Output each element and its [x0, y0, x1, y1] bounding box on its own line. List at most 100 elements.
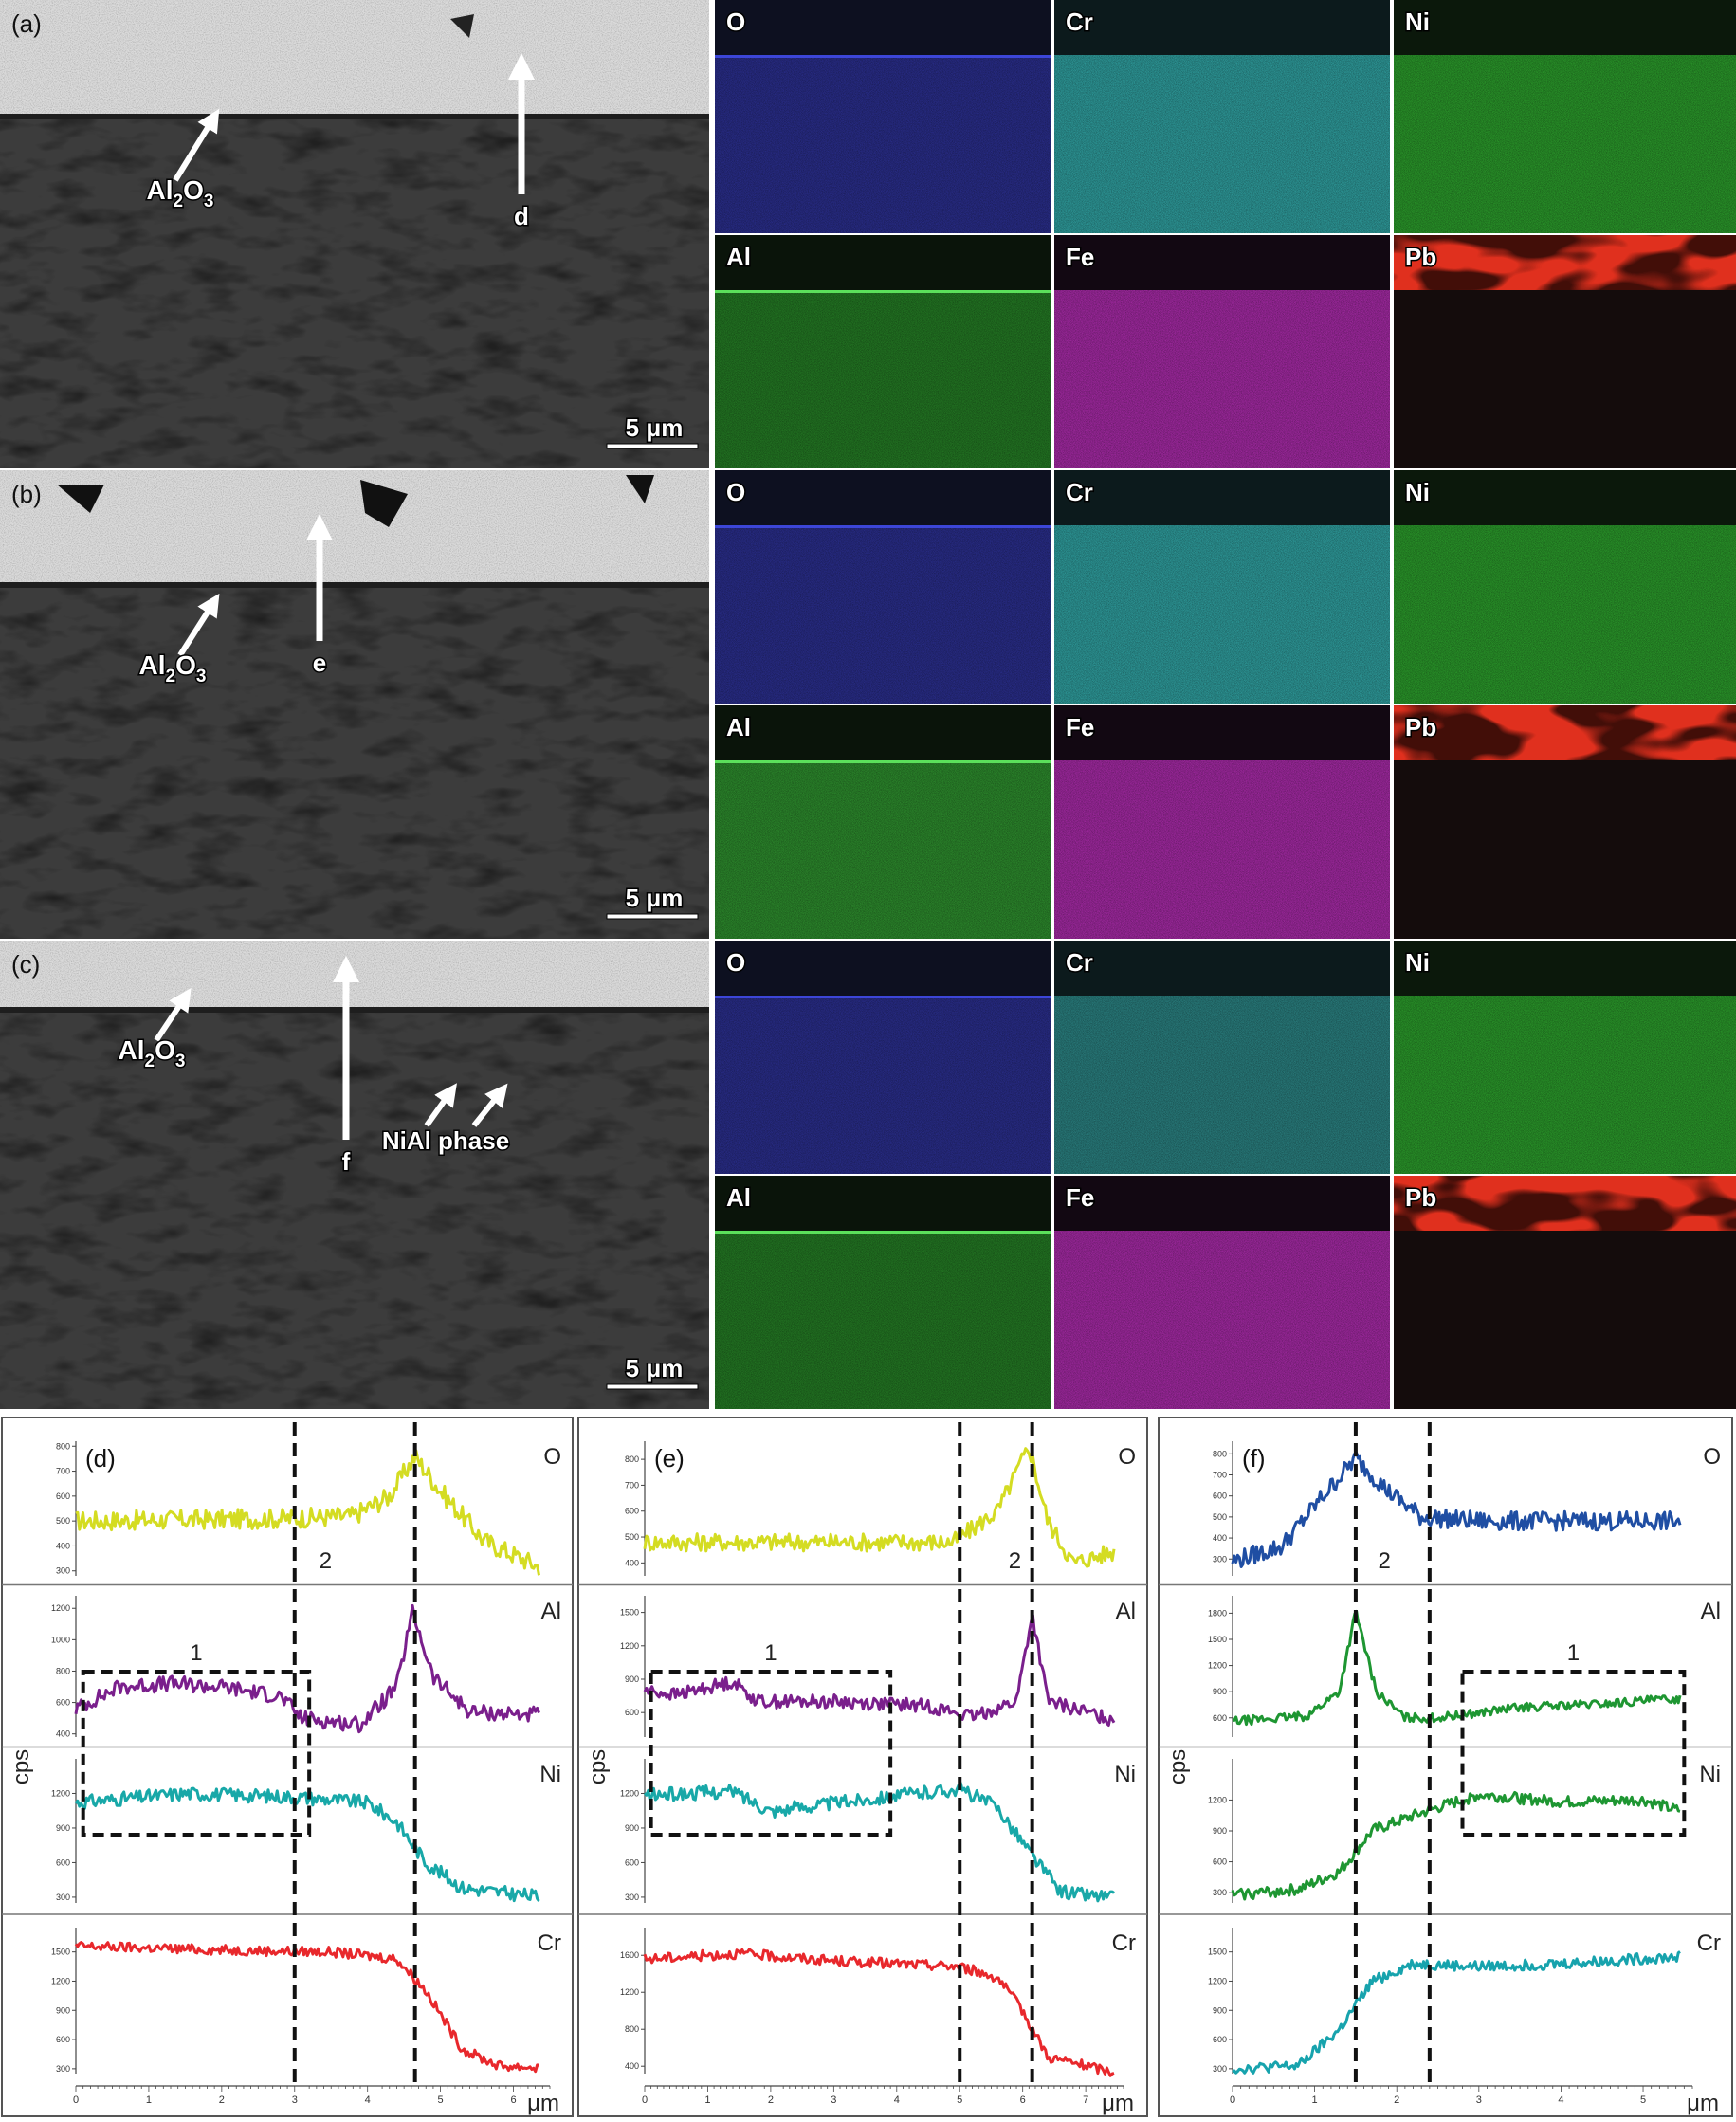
- sem-image: [0, 0, 709, 468]
- sem-image: [0, 941, 709, 1409]
- y-tick-label: 600: [56, 1698, 70, 1708]
- averaging-box: [1460, 1670, 1687, 1837]
- series-line: [643, 1781, 1115, 1903]
- x-tick-label: 0: [1230, 2095, 1235, 2106]
- chart-frame: [577, 1417, 1148, 2117]
- eds-map-o: O: [715, 470, 1051, 704]
- y-tick-label: 600: [56, 1857, 70, 1867]
- y-tick-label: 300: [56, 1893, 70, 1902]
- x-tick-label: 6: [510, 2095, 516, 2106]
- sem-texture: [0, 941, 709, 1409]
- y-tick-label: 1200: [620, 1641, 639, 1651]
- x-tick-label: 7: [1083, 2095, 1088, 2106]
- eds-map-ni: Ni: [1394, 941, 1736, 1174]
- y-tick-label: 600: [625, 1857, 639, 1867]
- sem-pore: [626, 475, 654, 503]
- eds-map-element-label: O: [726, 8, 745, 36]
- eds-map-lead-region: [715, 941, 1051, 996]
- series-name: O: [1703, 1444, 1721, 1470]
- sem-oxide-interface: [0, 1007, 709, 1013]
- eds-map-oxide-line: [715, 290, 1051, 293]
- series-line: [1232, 1610, 1682, 1727]
- y-tick-label: 500: [625, 1532, 639, 1542]
- region-label: 2: [1379, 1548, 1391, 1574]
- eds-map-lead-region: [715, 470, 1051, 525]
- y-tick-label: 700: [1213, 1471, 1227, 1480]
- x-tick-label: 0: [642, 2095, 648, 2106]
- eds-map-oxide-line: [715, 760, 1051, 763]
- x-tick-label: 1: [1312, 2095, 1318, 2106]
- chart-panel-label: (e): [654, 1444, 685, 1473]
- oxide-arrow: [173, 108, 220, 182]
- y-tick-label: 300: [625, 1893, 639, 1902]
- y-tick-label: 900: [56, 2005, 70, 2015]
- y-tick-label: 1200: [620, 1987, 639, 1997]
- y-axis-label: cps: [1165, 1749, 1191, 1784]
- y-tick-label: 800: [56, 1666, 70, 1675]
- eds-map-lead-region: [1054, 235, 1390, 290]
- eds-map-pb: Pb: [1394, 1176, 1736, 1409]
- sem-lead-texture: [0, 941, 709, 1011]
- eds-map-element-label: Cr: [1066, 8, 1093, 36]
- y-tick-label: 900: [1213, 1826, 1227, 1836]
- series-name: Ni: [1699, 1762, 1721, 1787]
- box-label: 1: [764, 1640, 777, 1666]
- panel-label: (a): [11, 9, 42, 38]
- line-scan-arrow-label: e: [313, 649, 326, 677]
- y-tick-label: 400: [1213, 1533, 1227, 1543]
- x-axis-label: μm: [1102, 2091, 1134, 2116]
- eds-map-element-label: Ni: [1405, 478, 1430, 506]
- scale-bar: [606, 913, 699, 920]
- x-tick-label: 5: [1640, 2095, 1646, 2106]
- eds-map-element-label: Cr: [1066, 948, 1093, 977]
- sem-image: [0, 470, 709, 939]
- series-name: Al: [541, 1599, 561, 1624]
- y-tick-label: 1800: [1208, 1608, 1227, 1618]
- box-label: 1: [1567, 1640, 1580, 1666]
- eds-map-oxide-line: [715, 1231, 1051, 1234]
- sem-oxide-interface: [0, 114, 709, 119]
- eds-map-fe: Fe: [1054, 1176, 1390, 1409]
- eds-map-lead-region: [1054, 705, 1390, 760]
- region-label: 2: [1009, 1548, 1021, 1574]
- y-axis-label: cps: [585, 1749, 611, 1784]
- oxide-label-subscript: 3: [196, 667, 207, 686]
- y-tick-label: 700: [56, 1467, 70, 1476]
- series-line: [74, 1786, 540, 1903]
- series-line: [643, 1614, 1116, 1727]
- scale-bar-label: 5 μm: [626, 413, 684, 442]
- y-tick-label: 1600: [620, 1950, 639, 1960]
- eds-map-lead-region: [1394, 941, 1736, 996]
- y-tick-label: 300: [1213, 1554, 1227, 1564]
- y-tick-label: 1500: [1208, 1948, 1227, 1957]
- series-al: 600 900 1200 1500 1800 Al: [1208, 1596, 1721, 1737]
- averaging-box: [649, 1670, 893, 1837]
- eds-map-element-label: Fe: [1066, 713, 1094, 741]
- scale-bar-label: 5 μm: [626, 1354, 684, 1382]
- y-tick-label: 900: [1213, 1687, 1227, 1696]
- x-tick-label: 3: [831, 2095, 836, 2106]
- eds-map-element-label: Pb: [1405, 713, 1436, 741]
- y-tick-label: 900: [625, 1674, 639, 1684]
- y-tick-label: 400: [56, 1541, 70, 1550]
- chart-panel-label: (d): [85, 1444, 116, 1473]
- y-tick-label: 900: [1213, 2005, 1227, 2015]
- y-tick-label: 300: [56, 1566, 70, 1576]
- y-tick-label: 300: [56, 2064, 70, 2074]
- series-name: Al: [1701, 1599, 1721, 1624]
- series-name: Al: [1116, 1599, 1136, 1624]
- scale-bar: [606, 1383, 699, 1390]
- x-tick-label: 3: [292, 2095, 298, 2106]
- eds-map-lead-pattern: [1394, 705, 1736, 760]
- phase-label: NiAl phase: [382, 1126, 509, 1155]
- eds-map-lead-region: [715, 1176, 1051, 1231]
- eds-map-lead-pattern: [1394, 1176, 1736, 1231]
- phase-arrow: [471, 1083, 508, 1127]
- y-tick-label: 1500: [1208, 1635, 1227, 1644]
- line-scan-chart-1: 400 500 600 700 800 O 600 900 1200 1500 Al 300 600 90…: [577, 1417, 1148, 2117]
- line-scan-arrow-label: f: [342, 1147, 351, 1176]
- eds-map-oxide-line: [715, 525, 1051, 528]
- series-line: [1231, 1451, 1682, 1568]
